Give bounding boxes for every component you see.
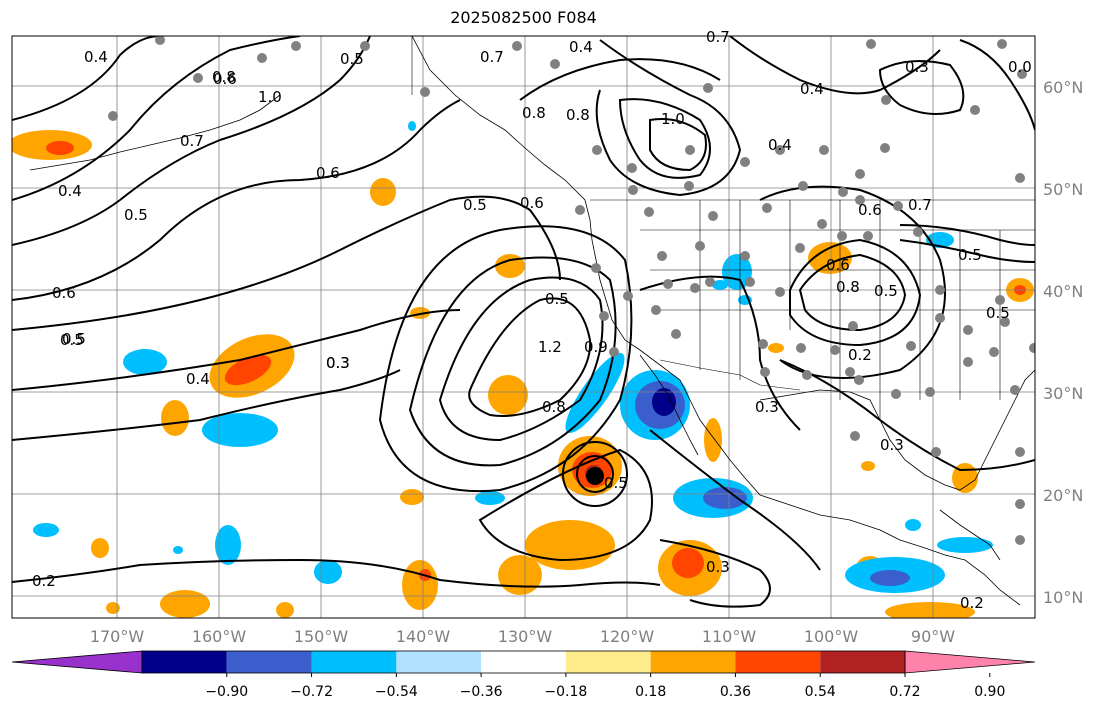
lon-label: 100°W — [804, 627, 859, 646]
colorbar-tick-label: 0.72 — [889, 684, 920, 700]
contour-label: 0.7 — [706, 28, 730, 46]
contour-label: 0.6 — [213, 70, 237, 88]
colorbar-tick-label: −0.36 — [460, 684, 503, 700]
contour-label: 0.5 — [124, 206, 148, 224]
colorbar-tick-label: −0.72 — [290, 684, 333, 700]
contour-label: 0.5 — [604, 474, 628, 492]
contour-label: 0.4 — [58, 182, 82, 200]
contour-label: 0.7 — [480, 48, 504, 66]
contour-label: 0.8 — [542, 398, 566, 416]
map-frame — [11, 35, 1036, 619]
lon-label: 140°W — [396, 627, 451, 646]
contour-label: 0.4 — [84, 48, 108, 66]
colorbar-outline — [141, 650, 906, 674]
contour-label: 0.6 — [520, 194, 544, 212]
lon-label: 160°W — [192, 627, 247, 646]
contour-label: 0.4 — [186, 370, 210, 388]
contour-label: 0.4 — [800, 80, 824, 98]
colorbar-extend-low — [11, 650, 143, 674]
colorbar-segment — [142, 651, 227, 673]
contour-label: 1.0 — [258, 88, 282, 106]
lat-label: 20°N — [1043, 486, 1083, 505]
colorbar-tick-label: −0.18 — [544, 684, 587, 700]
lon-label: 150°W — [294, 627, 349, 646]
lat-label: 30°N — [1043, 384, 1083, 403]
colorbar-tick-label: 0.18 — [635, 684, 666, 700]
map-title: 2025082500 F084 — [450, 8, 597, 27]
map-panel — [12, 36, 1035, 618]
contour-label: 0.5 — [62, 330, 86, 348]
contour-label: 0.8 — [212, 68, 236, 86]
contour-label: 0.2 — [32, 572, 56, 590]
latitude-labels: 60°N 50°N 40°N 30°N 20°N 10°N — [1043, 78, 1083, 607]
contour-label: 0.8 — [836, 278, 860, 296]
station-dots — [108, 36, 1035, 545]
contour-label: 0.4 — [768, 136, 792, 154]
colorbar-tick-label: 0.90 — [974, 684, 1005, 700]
colorbar-tick-label: −0.54 — [375, 684, 418, 700]
lat-label: 10°N — [1043, 588, 1083, 607]
contour-label: 0.5 — [340, 50, 364, 68]
contour-label: 0.7 — [180, 132, 204, 150]
colorbar-segment — [565, 651, 651, 673]
contour-label: 0.3 — [880, 436, 904, 454]
contour-label: 0.5 — [545, 290, 569, 308]
colorbar-tick-label: −0.90 — [205, 684, 248, 700]
colorbar-extend-high — [904, 650, 1036, 674]
contour-label: 1.0 — [661, 110, 685, 128]
contour-label: 0.3 — [706, 558, 730, 576]
contour-label: 0.3 — [905, 58, 929, 76]
colorbar-segment — [650, 651, 736, 673]
contour-label: 0.3 — [326, 354, 350, 372]
contour-label: 0.5 — [60, 331, 84, 349]
contour-label: 0.6 — [52, 284, 76, 302]
contour-label: 0.6 — [858, 201, 882, 219]
colorbar-segment — [820, 651, 905, 673]
contour-labels: 0.4 0.6 0.5 0.5 0.8 1.0 0.7 0.4 0.6 0.5 … — [32, 28, 1032, 612]
lon-label: 130°W — [498, 627, 553, 646]
contour-label: 0.3 — [755, 398, 779, 416]
colorbar-tick-label: 0.54 — [805, 684, 836, 700]
contour-label: 0.2 — [960, 594, 984, 612]
colorbar-segment — [311, 651, 397, 673]
colorbar: −0.90 −0.72 −0.54 −0.36 −0.18 0.18 0.36 0.54 0.7… — [11, 650, 1036, 700]
contour-label: 0.4 — [569, 38, 593, 56]
colorbar-segment — [481, 651, 566, 673]
contour-label: 0.5 — [463, 196, 487, 214]
lon-label: 90°W — [911, 627, 955, 646]
lon-label: 110°W — [702, 627, 757, 646]
colorbar-segment — [396, 651, 482, 673]
contour-label: 0.6 — [826, 256, 850, 274]
contour-label: 0.6 — [316, 164, 340, 182]
contour-label: 0.2 — [848, 346, 872, 364]
colorbar-tick-label: 0.36 — [720, 684, 751, 700]
contour-label: 0.9 — [584, 338, 608, 356]
lon-label: 170°W — [90, 627, 145, 646]
contour-lines — [12, 36, 1035, 608]
lat-label: 50°N — [1043, 180, 1083, 199]
coastlines — [29, 36, 1035, 606]
colorbar-segment — [226, 651, 312, 673]
contour-label: 0.5 — [958, 246, 982, 264]
storm-center-marker — [586, 467, 604, 485]
longitude-labels: 170°W 160°W 150°W 140°W 130°W 120°W 110°… — [90, 627, 955, 646]
contour-label: 0.8 — [566, 106, 590, 124]
contour-label: 0.8 — [522, 104, 546, 122]
lat-label: 60°N — [1043, 78, 1083, 97]
contour-label: 1.2 — [538, 338, 562, 356]
contour-label: 0.7 — [908, 196, 932, 214]
contour-label: 0.5 — [874, 282, 898, 300]
contour-label: 0.5 — [986, 304, 1010, 322]
lat-label: 40°N — [1043, 282, 1083, 301]
lon-label: 120°W — [600, 627, 655, 646]
contour-label: 0.0 — [1008, 58, 1032, 76]
colorbar-segment — [735, 651, 821, 673]
contour-label: 0.3 — [326, 354, 350, 372]
